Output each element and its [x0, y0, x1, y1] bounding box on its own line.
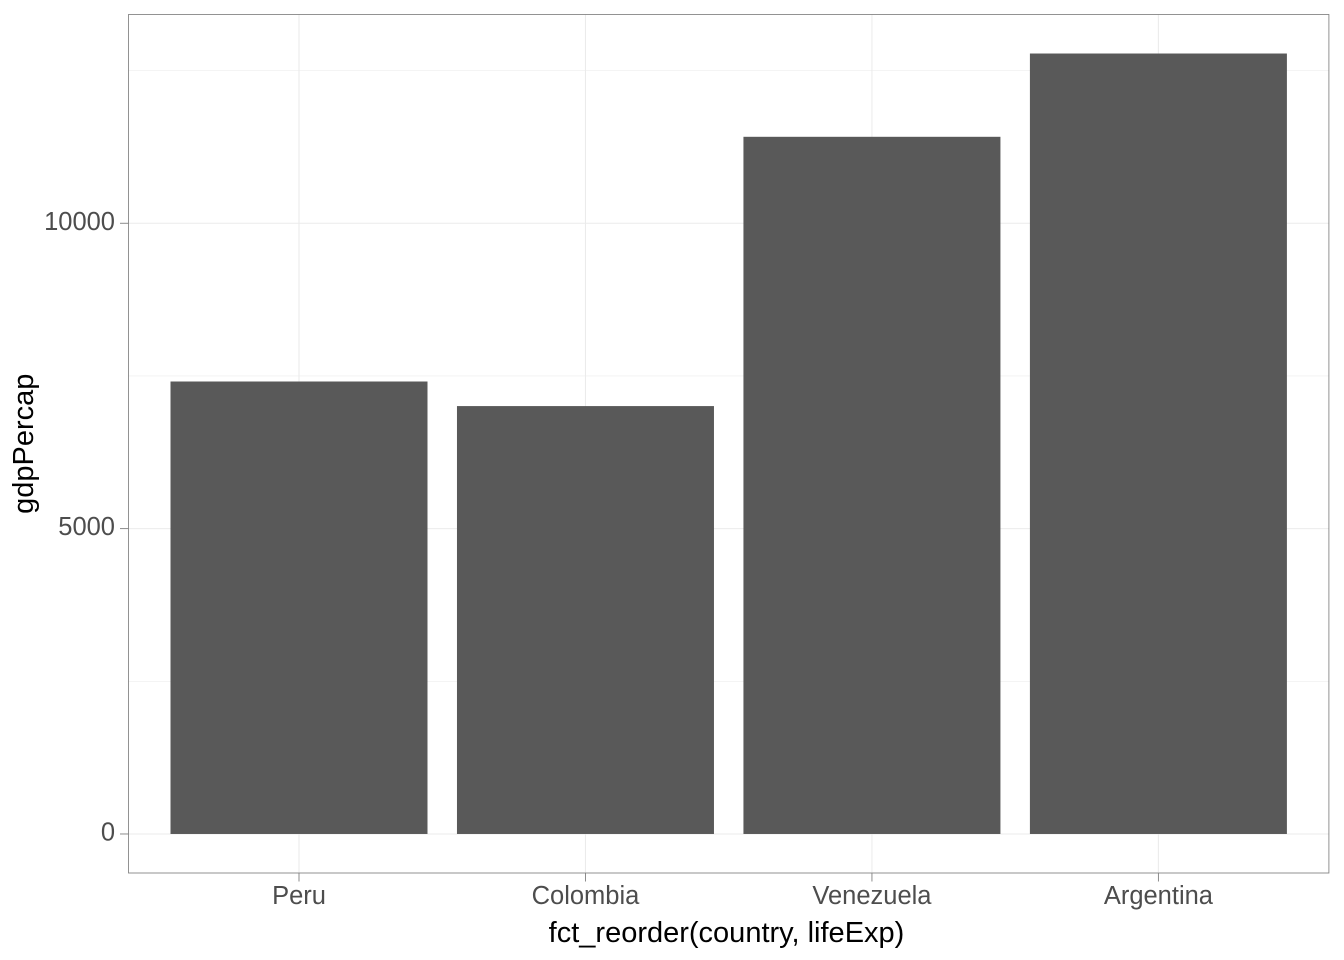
svg-text:10000: 10000: [44, 208, 115, 236]
svg-text:Peru: Peru: [272, 882, 326, 910]
svg-text:gdpPercap: gdpPercap: [8, 374, 40, 514]
svg-text:Venezuela: Venezuela: [812, 882, 932, 910]
svg-text:5000: 5000: [58, 513, 115, 541]
svg-text:Colombia: Colombia: [532, 882, 641, 910]
svg-text:Argentina: Argentina: [1104, 882, 1214, 910]
svg-text:0: 0: [101, 819, 115, 847]
svg-text:fct_reorder(country, lifeExp): fct_reorder(country, lifeExp): [549, 917, 905, 949]
